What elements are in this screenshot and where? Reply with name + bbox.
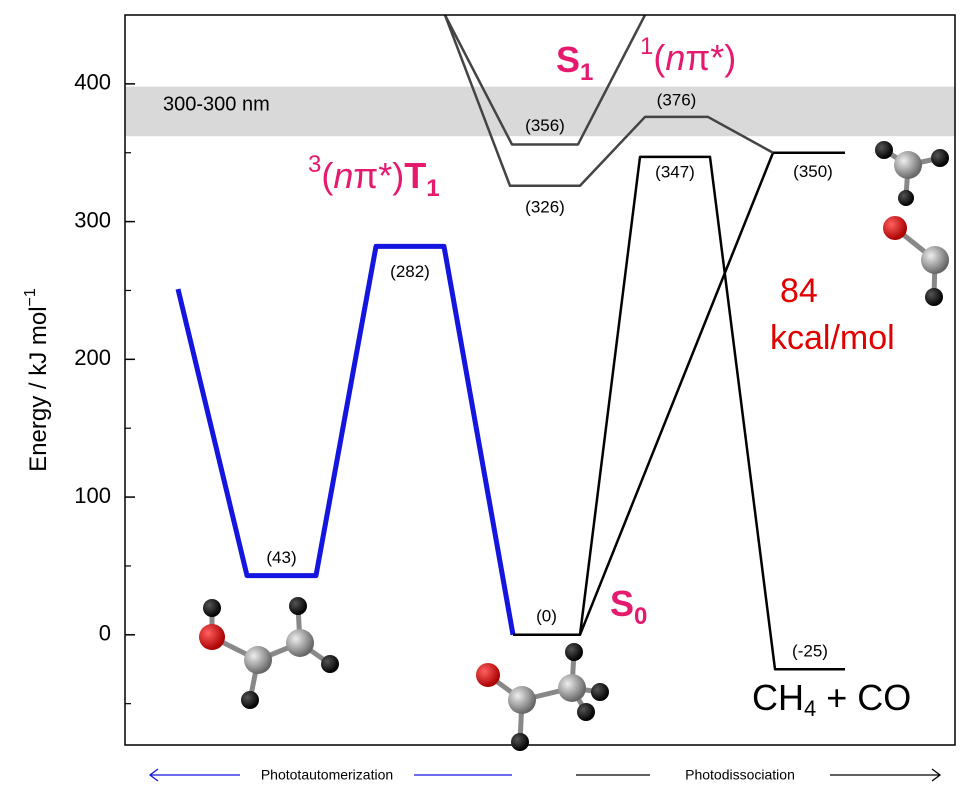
level-label: (376) xyxy=(657,90,697,109)
y-tick-label: 200 xyxy=(74,345,111,370)
y-tick-label: 400 xyxy=(74,70,111,95)
level-label: (350) xyxy=(793,162,833,181)
y-axis-label: Energy / kJ mol−1 xyxy=(22,288,52,472)
energy-label: 84 xyxy=(780,272,818,310)
level-label: (-25) xyxy=(792,642,828,661)
products-label: CH4 + CO xyxy=(752,677,911,721)
band-label: 300-300 nm xyxy=(163,94,270,116)
s0-label: S0 xyxy=(610,583,647,631)
chart: Energy / kJ mol−1 S1 1(nπ*) 3(nπ*)T1 S0 … xyxy=(0,0,965,788)
level-label: (43) xyxy=(266,548,296,567)
molecule-acetaldehyde xyxy=(476,643,609,751)
energy-path xyxy=(513,157,845,669)
level-label: (347) xyxy=(655,162,695,181)
molecule-enol xyxy=(199,597,339,709)
arrow-label: Photodissociation xyxy=(685,767,795,783)
singlet-label: 1(nπ*) xyxy=(640,33,736,77)
molecule-fragments xyxy=(875,141,949,306)
energy-label: kcal/mol xyxy=(770,319,895,357)
level-label: (326) xyxy=(525,197,565,216)
reaction-arrows: Phototautomerization Photodissociation xyxy=(150,767,940,783)
y-tick-label: 100 xyxy=(74,483,111,508)
arrow-label: Phototautomerization xyxy=(261,767,393,783)
y-tick-label: 0 xyxy=(99,621,111,646)
y-tick-label: 300 xyxy=(74,207,111,232)
level-label: (282) xyxy=(390,262,430,281)
level-label: (0) xyxy=(536,606,557,625)
s1-label: S1 xyxy=(556,39,593,87)
triplet-label: 3(nπ*)T1 xyxy=(308,151,440,202)
energy-path xyxy=(178,246,513,634)
level-label: (356) xyxy=(525,116,565,135)
energy-path xyxy=(580,153,845,635)
